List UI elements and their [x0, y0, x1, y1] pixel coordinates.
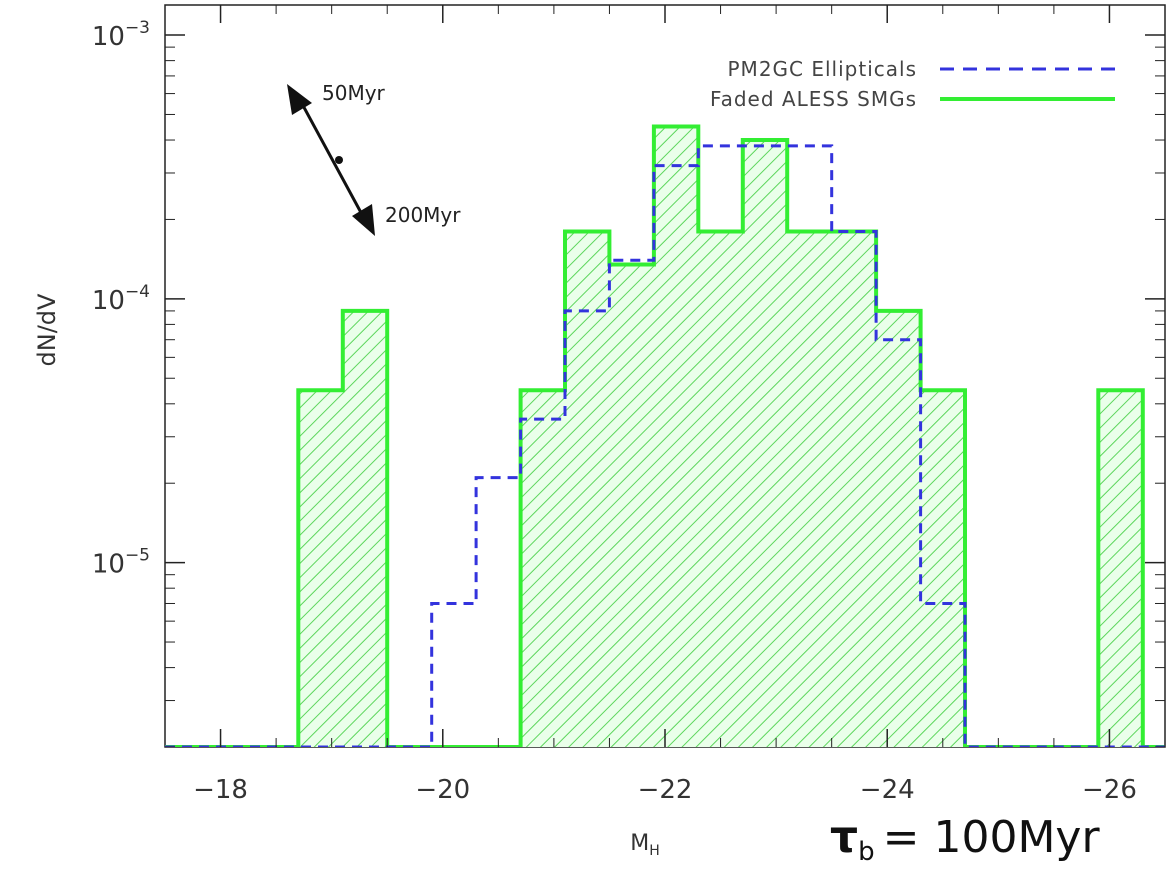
tau-annotation: τb = 100Myr	[830, 812, 1100, 867]
x-axis-label-sub: H	[649, 843, 660, 859]
tau-value: = 100Myr	[883, 812, 1101, 863]
tau-subscript: b	[858, 837, 875, 867]
y-tick-label: 10−3	[92, 18, 150, 52]
legend-label-pm2gc: PM2GC Ellipticals	[728, 57, 918, 81]
y-axis: 10−3 10−4 10−5	[92, 18, 1165, 748]
y-tick-label: 10−4	[92, 282, 150, 316]
x-axis-label-main: M	[630, 831, 649, 856]
legend: PM2GC Ellipticals Faded ALESS SMGs	[710, 57, 1115, 111]
x-tick-label: −18	[193, 775, 248, 805]
arrow-label-200myr: 200Myr	[385, 203, 461, 227]
tau-symbol: τ	[830, 812, 858, 863]
x-axis-label: MH	[630, 831, 660, 859]
x-axis: −18 −20 −22 −24 −26	[193, 5, 1166, 805]
series-layer	[165, 124, 1165, 747]
x-tick-label: −26	[1082, 775, 1137, 805]
series-fill-faded-aless-smgs	[165, 126, 1165, 747]
x-tick-label: −22	[638, 775, 693, 805]
legend-label-aless: Faded ALESS SMGs	[710, 87, 917, 111]
x-tick-label: −24	[860, 775, 915, 805]
x-tick-label: −20	[415, 775, 470, 805]
arrow-label-50myr: 50Myr	[322, 81, 386, 105]
fading-arrow: 50Myr 200Myr	[287, 81, 461, 236]
y-tick-label: 10−5	[92, 546, 150, 580]
fading-arrow-shaft	[298, 99, 367, 221]
series-line-pm2gc-ellipticals	[165, 144, 1165, 747]
fading-arrow-midpoint	[335, 156, 343, 164]
y-axis-label: dN/dV	[33, 293, 61, 367]
fading-arrow-head-up	[287, 84, 312, 115]
fading-arrow-head-down	[352, 204, 375, 236]
